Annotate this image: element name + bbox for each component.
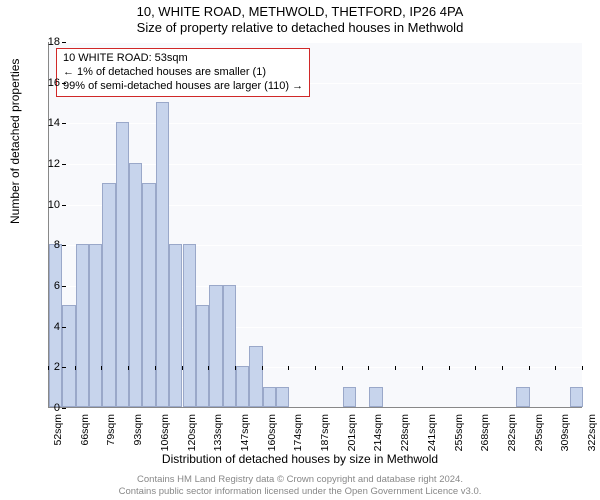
annotation-line-3: 99% of semi-detached houses are larger (… <box>63 80 303 94</box>
gridline <box>49 42 582 43</box>
x-tick-label: 174sqm <box>292 414 304 451</box>
x-tick-label: 322sqm <box>586 414 598 451</box>
x-tick-mark <box>342 366 343 370</box>
x-tick-mark <box>288 366 289 370</box>
histogram-bar <box>196 305 209 407</box>
histogram-bar <box>249 346 262 407</box>
annotation-line-1: 10 WHITE ROAD: 53sqm <box>63 52 303 66</box>
x-tick-mark <box>449 366 450 370</box>
histogram-bar <box>102 183 115 407</box>
footer: Contains HM Land Registry data © Crown c… <box>0 474 600 498</box>
x-tick-label: 214sqm <box>372 414 384 451</box>
x-tick-mark <box>315 366 316 370</box>
histogram-bar <box>183 244 196 407</box>
y-axis-label: Number of detached properties <box>8 59 22 224</box>
histogram-bar <box>516 387 529 407</box>
x-tick-label: 66sqm <box>79 414 91 446</box>
x-axis-label: Distribution of detached houses by size … <box>0 452 600 466</box>
histogram-bar <box>223 285 236 407</box>
x-tick-label: 241sqm <box>426 414 438 451</box>
x-tick-label: 106sqm <box>159 414 171 451</box>
y-tick-label: 0 <box>36 402 60 414</box>
x-tick-mark <box>48 366 49 370</box>
x-tick-label: 133sqm <box>212 414 224 451</box>
x-tick-label: 147sqm <box>239 414 251 451</box>
x-tick-mark <box>128 366 129 370</box>
histogram-bar <box>62 305 75 407</box>
x-tick-mark <box>368 366 369 370</box>
x-tick-label: 120sqm <box>186 414 198 451</box>
y-tick-label: 8 <box>36 239 60 251</box>
x-tick-label: 255sqm <box>453 414 465 451</box>
x-tick-mark <box>475 366 476 370</box>
histogram-bar <box>142 183 155 407</box>
histogram-bar <box>156 102 169 407</box>
histogram-bar <box>236 366 249 407</box>
x-tick-label: 309sqm <box>559 414 571 451</box>
y-tick-label: 4 <box>36 321 60 333</box>
annotation-box: 10 WHITE ROAD: 53sqm ← 1% of detached ho… <box>56 48 310 97</box>
x-tick-mark <box>582 366 583 370</box>
x-tick-mark <box>555 366 556 370</box>
x-tick-mark <box>182 366 183 370</box>
x-tick-mark <box>529 366 530 370</box>
y-tick-label: 6 <box>36 280 60 292</box>
x-tick-label: 228sqm <box>399 414 411 451</box>
x-tick-label: 268sqm <box>479 414 491 451</box>
histogram-bar <box>116 122 129 407</box>
histogram-bar <box>76 244 89 407</box>
y-tick-label: 14 <box>36 117 60 129</box>
x-tick-mark <box>75 366 76 370</box>
x-tick-mark <box>262 366 263 370</box>
histogram-bar <box>169 244 182 407</box>
footer-line-1: Contains HM Land Registry data © Crown c… <box>0 474 600 486</box>
title-sub: Size of property relative to detached ho… <box>0 19 600 35</box>
x-tick-mark <box>235 366 236 370</box>
chart-container: 10, WHITE ROAD, METHWOLD, THETFORD, IP26… <box>0 0 600 500</box>
histogram-bar <box>129 163 142 407</box>
histogram-bar <box>276 387 289 407</box>
histogram-bar <box>263 387 276 407</box>
annotation-line-2: ← 1% of detached houses are smaller (1) <box>63 66 303 80</box>
footer-line-2: Contains public sector information licen… <box>0 486 600 498</box>
x-tick-label: 282sqm <box>506 414 518 451</box>
y-tick-label: 10 <box>36 199 60 211</box>
title-main: 10, WHITE ROAD, METHWOLD, THETFORD, IP26… <box>0 0 600 19</box>
y-tick-label: 16 <box>36 77 60 89</box>
histogram-bar <box>209 285 222 407</box>
x-tick-mark <box>395 366 396 370</box>
x-tick-mark <box>208 366 209 370</box>
x-tick-label: 187sqm <box>319 414 331 451</box>
histogram-bar <box>343 387 356 407</box>
x-tick-label: 93sqm <box>132 414 144 446</box>
x-tick-label: 295sqm <box>533 414 545 451</box>
histogram-bar <box>89 244 102 407</box>
histogram-bar <box>369 387 382 407</box>
chart-area: 10 WHITE ROAD: 53sqm ← 1% of detached ho… <box>48 42 582 408</box>
histogram-bar <box>570 387 583 407</box>
x-tick-label: 160sqm <box>266 414 278 451</box>
x-tick-mark <box>155 366 156 370</box>
x-tick-mark <box>101 366 102 370</box>
y-tick-label: 18 <box>36 36 60 48</box>
x-tick-mark <box>502 366 503 370</box>
y-tick-label: 12 <box>36 158 60 170</box>
x-tick-label: 52sqm <box>52 414 64 446</box>
x-tick-mark <box>422 366 423 370</box>
x-tick-label: 201sqm <box>346 414 358 451</box>
x-tick-label: 79sqm <box>105 414 117 446</box>
